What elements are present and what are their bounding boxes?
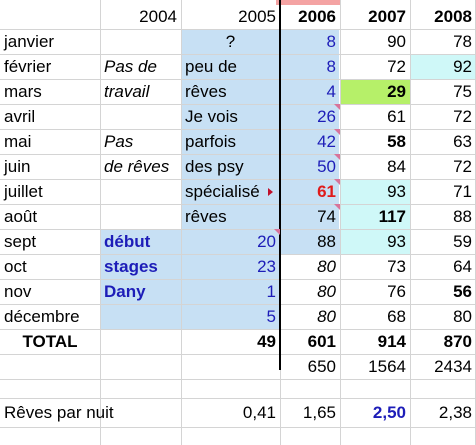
cell-month[interactable]: mai bbox=[4, 132, 32, 151]
cell-2005[interactable]: 1 bbox=[266, 282, 276, 301]
cell-2006[interactable]: 74 bbox=[317, 207, 336, 226]
per-night-2005[interactable]: 0,41 bbox=[242, 403, 276, 422]
cell-note[interactable]: Dany bbox=[104, 282, 146, 301]
highlight-2008-feb bbox=[410, 54, 476, 79]
cumul-2007[interactable]: 1564 bbox=[368, 357, 406, 376]
cell-2007[interactable]: 90 bbox=[387, 32, 406, 51]
cropped-cell-highlight bbox=[276, 0, 340, 5]
cell-2008[interactable]: 56 bbox=[453, 282, 472, 301]
cell-month[interactable]: janvier bbox=[4, 32, 55, 51]
cumul-2008[interactable]: 2434 bbox=[434, 357, 472, 376]
cell-comment[interactable]: rêves bbox=[185, 207, 227, 226]
cell-2007[interactable]: 61 bbox=[387, 107, 406, 126]
comment-indicator-icon bbox=[274, 229, 280, 235]
cell-note[interactable]: de rêves bbox=[104, 157, 170, 176]
cell-2006[interactable]: 8 bbox=[326, 57, 336, 76]
cell-month[interactable]: nov bbox=[4, 282, 32, 301]
cell-comment[interactable]: Je vois bbox=[185, 107, 238, 126]
header-2005: 2005 bbox=[238, 7, 276, 26]
cell-2005[interactable]: 23 bbox=[257, 257, 276, 276]
cell-2008[interactable]: 71 bbox=[453, 182, 472, 201]
cell-month[interactable]: juin bbox=[4, 157, 31, 176]
comment-indicator-icon bbox=[334, 154, 340, 160]
cell-2007[interactable]: 84 bbox=[387, 157, 406, 176]
cell-2005[interactable]: ? bbox=[225, 32, 236, 51]
cell-2006[interactable]: 88 bbox=[317, 232, 336, 251]
highlight-2007-summer bbox=[340, 179, 410, 254]
comment-indicator-icon bbox=[334, 179, 340, 185]
cell-2008[interactable]: 72 bbox=[453, 157, 472, 176]
total-label[interactable]: TOTAL bbox=[22, 332, 78, 351]
cell-2006[interactable]: 80 bbox=[317, 282, 336, 301]
cell-note[interactable]: Pas de bbox=[104, 57, 157, 76]
cell-month[interactable]: février bbox=[4, 57, 52, 76]
cell-month[interactable]: avril bbox=[4, 107, 36, 126]
highlight-2007-mars bbox=[340, 79, 410, 104]
cell-2007[interactable]: 93 bbox=[387, 182, 406, 201]
cell-2006[interactable]: 80 bbox=[317, 257, 336, 276]
cell-2007[interactable]: 93 bbox=[387, 232, 406, 251]
cell-comment[interactable]: spécialisé bbox=[185, 182, 260, 201]
cell-note[interactable]: travail bbox=[104, 82, 150, 101]
header-2007: 2007 bbox=[368, 7, 406, 26]
comment-indicator-icon bbox=[334, 204, 340, 210]
header-2006: 2006 bbox=[298, 7, 336, 26]
cell-month[interactable]: sept bbox=[4, 232, 37, 251]
header-2008: 2008 bbox=[434, 7, 472, 26]
column-2006-border bbox=[279, 0, 281, 370]
cell-month[interactable]: mars bbox=[4, 82, 42, 101]
cell-month[interactable]: août bbox=[4, 207, 38, 226]
cell-comment[interactable]: rêves bbox=[185, 82, 227, 101]
cell-note[interactable]: début bbox=[104, 232, 151, 251]
cell-comment[interactable]: peu de bbox=[185, 57, 237, 76]
cell-2008[interactable]: 72 bbox=[453, 107, 472, 126]
comment-indicator-icon bbox=[334, 104, 340, 110]
cell-2006[interactable]: 26 bbox=[317, 107, 336, 126]
per-night-2007[interactable]: 2,50 bbox=[372, 403, 406, 422]
highlight-sept-2006 bbox=[280, 229, 340, 254]
cell-2008[interactable]: 78 bbox=[453, 32, 472, 51]
cell-2006[interactable]: 80 bbox=[317, 307, 336, 326]
per-night-2006[interactable]: 1,65 bbox=[302, 403, 336, 422]
cell-note[interactable]: Pas bbox=[104, 132, 134, 151]
cell-2007[interactable]: 68 bbox=[387, 307, 406, 326]
cell-comment[interactable]: des psy bbox=[185, 157, 244, 176]
header-2004: 2004 bbox=[139, 7, 177, 26]
cell-month[interactable]: juillet bbox=[4, 182, 43, 201]
cumul-2006[interactable]: 650 bbox=[307, 357, 336, 376]
cell-2007[interactable]: 72 bbox=[387, 57, 406, 76]
cell-2007[interactable]: 58 bbox=[387, 132, 406, 151]
comment-indicator-icon bbox=[334, 129, 340, 135]
cell-month[interactable]: oct bbox=[4, 257, 27, 276]
cell-2006[interactable]: 61 bbox=[317, 182, 336, 201]
cell-2008[interactable]: 88 bbox=[453, 207, 472, 226]
cell-2005[interactable]: 5 bbox=[266, 307, 276, 326]
total-2005[interactable]: 49 bbox=[257, 332, 276, 351]
cell-2007[interactable]: 117 bbox=[378, 207, 406, 226]
cell-2006[interactable]: 50 bbox=[317, 157, 336, 176]
cell-2007[interactable]: 29 bbox=[387, 82, 406, 101]
per-night-label[interactable]: Rêves par nuit bbox=[4, 403, 114, 422]
cell-month[interactable]: décembre bbox=[4, 307, 80, 326]
cell-2006[interactable]: 42 bbox=[317, 132, 336, 151]
cell-2008[interactable]: 63 bbox=[453, 132, 472, 151]
per-night-2008[interactable]: 2,38 bbox=[438, 403, 472, 422]
cell-note[interactable]: stages bbox=[104, 257, 158, 276]
cell-2008[interactable]: 75 bbox=[453, 82, 472, 101]
cell-2005[interactable]: 20 bbox=[257, 232, 276, 251]
cell-2008[interactable]: 80 bbox=[453, 307, 472, 326]
total-2006[interactable]: 601 bbox=[307, 332, 336, 351]
cell-2006[interactable]: 8 bbox=[326, 32, 336, 51]
total-2007[interactable]: 914 bbox=[377, 332, 406, 351]
cell-2008[interactable]: 92 bbox=[453, 57, 472, 76]
cell-2007[interactable]: 76 bbox=[387, 282, 406, 301]
text-overflow-arrow-icon bbox=[268, 188, 273, 196]
cell-comment[interactable]: parfois bbox=[185, 132, 237, 151]
cell-2007[interactable]: 73 bbox=[387, 257, 406, 276]
cell-2006[interactable]: 4 bbox=[326, 82, 336, 101]
cell-2008[interactable]: 64 bbox=[453, 257, 472, 276]
cell-2008[interactable]: 59 bbox=[453, 232, 472, 251]
total-2008[interactable]: 870 bbox=[443, 332, 472, 351]
